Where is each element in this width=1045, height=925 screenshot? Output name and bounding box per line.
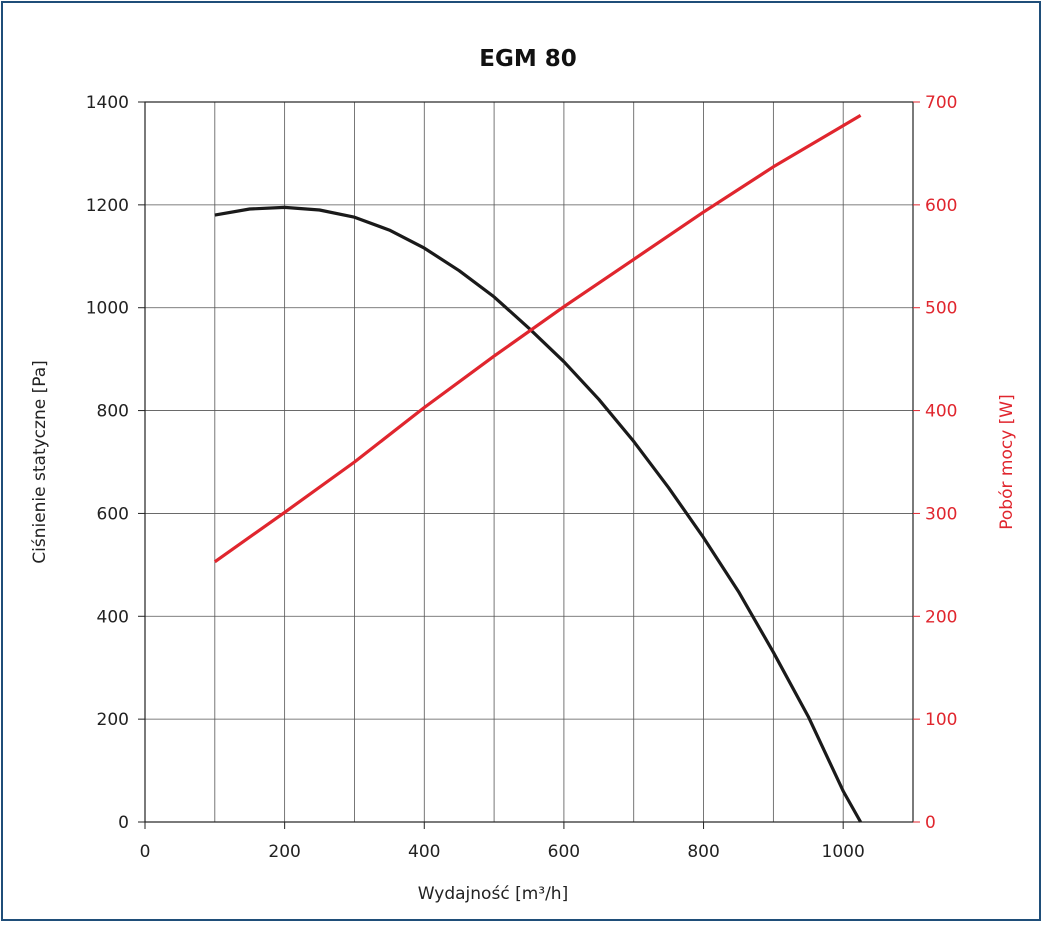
tick-labels: 0 200 400 600 800 1000 1200 1400 0 100 200 300 400 50… — [86, 93, 958, 862]
y-tick-label: 800 — [97, 402, 129, 422]
x-tick-label: 1000 — [822, 842, 865, 862]
plot-area — [144, 101, 914, 823]
y2-tick-label: 100 — [925, 710, 957, 730]
x-tick-label: 200 — [268, 842, 300, 862]
y2-tick-label: 500 — [925, 299, 957, 319]
y2-tick-label: 700 — [925, 93, 957, 113]
y-tick-label: 0 — [118, 813, 129, 833]
y-tick-label: 600 — [97, 504, 129, 524]
y2-tick-label: 600 — [925, 196, 957, 216]
pressure-series-line — [214, 205, 862, 823]
x-axis-label: Wydajność [m³/h] — [418, 884, 568, 904]
y-tick-label: 200 — [97, 710, 129, 730]
y2-tick-label: 0 — [925, 813, 936, 833]
x-tick-label: 400 — [408, 842, 440, 862]
y-tick-label: 400 — [97, 607, 129, 627]
y2-tick-label: 300 — [925, 504, 957, 524]
y2-tick-label: 400 — [925, 402, 957, 422]
y2-tick-label: 200 — [925, 607, 957, 627]
y2-axis-label: Pobór mocy [W] — [997, 394, 1017, 529]
grid — [145, 102, 913, 822]
y-tick-label: 1000 — [86, 299, 129, 319]
y-tick-label: 1400 — [86, 93, 129, 113]
y-tick-label: 1200 — [86, 196, 129, 216]
x-tick-label: 600 — [548, 842, 580, 862]
series-group — [213, 114, 862, 823]
power-series-line — [213, 114, 862, 564]
x-tick-label: 0 — [140, 842, 151, 862]
x-tick-label: 800 — [687, 842, 719, 862]
chart-title: EGM 80 — [479, 46, 577, 72]
y-axis-label: Ciśnienie statyczne [Pa] — [30, 360, 50, 564]
